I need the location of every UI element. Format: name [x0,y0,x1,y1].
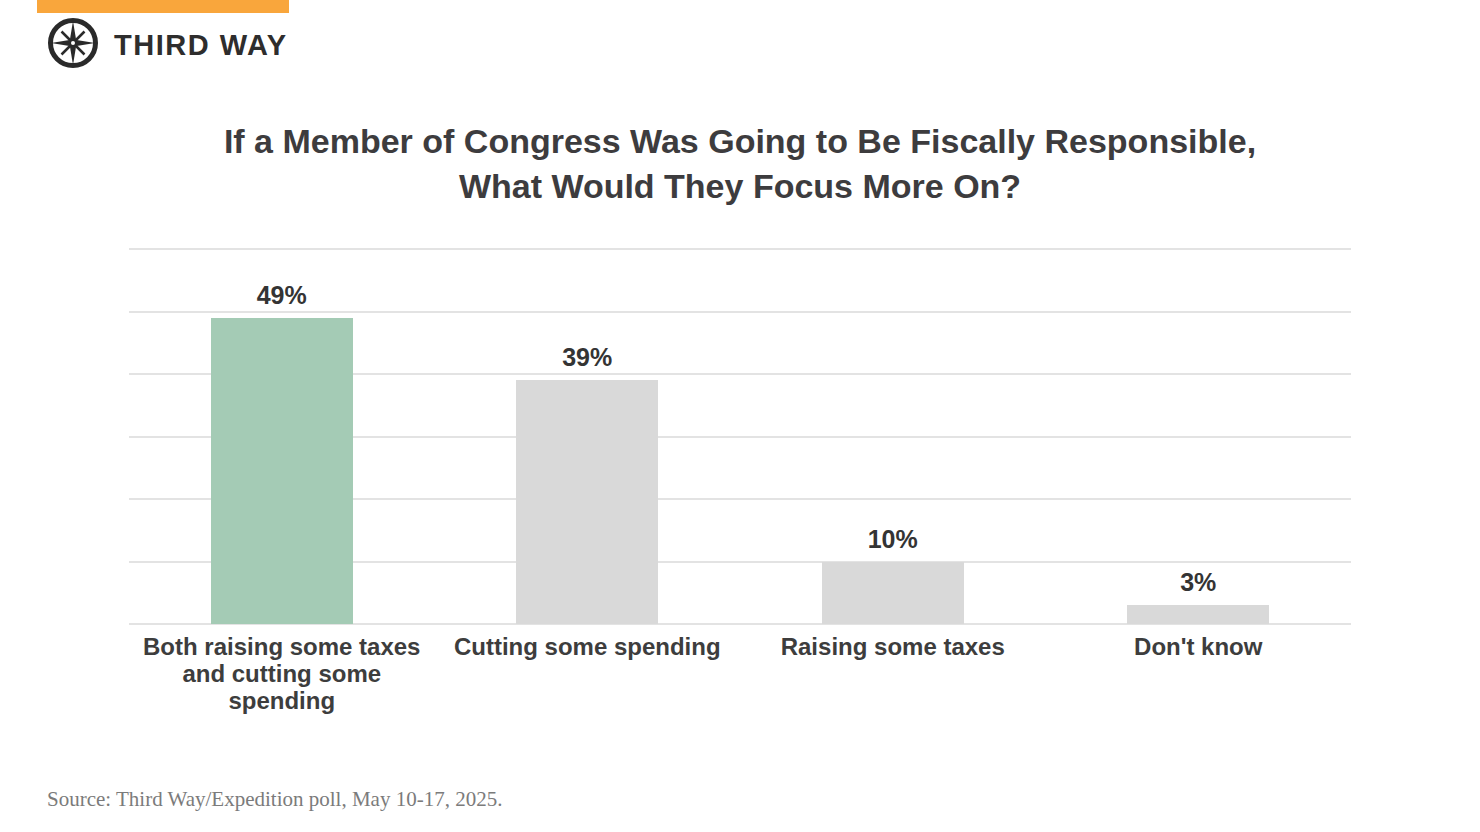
gridline [129,248,1351,250]
bar-2 [516,380,658,624]
brand-name: THIRD WAY [114,29,288,62]
page: THIRD WAY If a Member of Congress Was Go… [0,0,1480,832]
accent-bar [37,0,289,13]
bar-category-label: Don't know [1038,633,1358,660]
bar-value-label: 10% [793,526,993,552]
bar-category-label: Both raising some taxes and cutting some… [122,633,442,714]
bar-1 [211,318,353,624]
source-note: Source: Third Way/Expedition poll, May 1… [47,787,502,812]
chart-title: If a Member of Congress Was Going to Be … [0,119,1480,209]
chart-title-line-2: What Would They Focus More On? [0,164,1480,209]
bar-value-label: 39% [487,344,687,370]
bar-value-label: 49% [182,282,382,308]
bar-4 [1127,605,1269,624]
third-way-logo: THIRD WAY [47,17,288,73]
bar-category-label: Raising some taxes [733,633,1053,660]
bar-category-label: Cutting some spending [427,633,747,660]
bar-3 [822,562,964,625]
compass-star-icon [47,17,99,73]
chart-title-line-1: If a Member of Congress Was Going to Be … [0,119,1480,164]
gridline [129,311,1351,313]
bar-value-label: 3% [1098,569,1298,595]
bar-chart-plot-area: 49%Both raising some taxes and cutting s… [129,249,1351,624]
